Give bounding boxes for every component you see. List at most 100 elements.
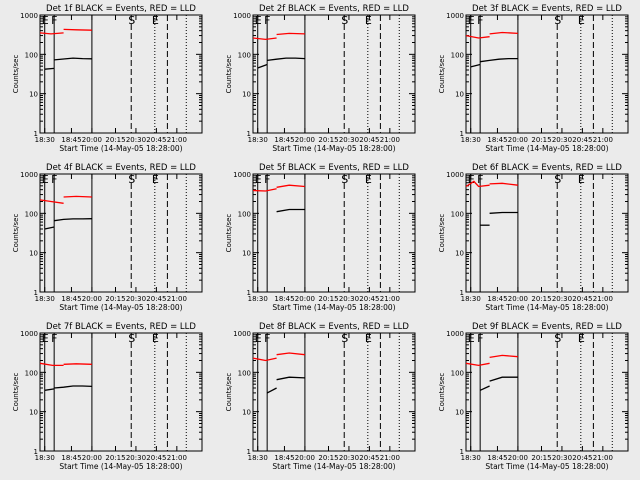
- x-tick-label: 21:00: [380, 454, 400, 462]
- y-axis-label: Counts/sec: [225, 214, 233, 253]
- y-tick-label: 100: [238, 51, 251, 59]
- y-tick-label: 1000: [233, 330, 251, 338]
- x-tick-label: 20:15: [531, 454, 551, 462]
- x-axis-label: Start Time (14-May-05 18:28:00): [59, 303, 182, 312]
- event-marker-label: E: [42, 173, 49, 186]
- event-marker-label: F: [264, 14, 270, 27]
- event-marker-label: E: [578, 14, 585, 27]
- x-tick-label: 20:00: [295, 454, 315, 462]
- x-tick-label: 20:15: [318, 295, 338, 303]
- y-tick-label: 10: [29, 409, 38, 417]
- events-series-line: [44, 67, 55, 70]
- y-tick-label: 1: [460, 448, 464, 456]
- y-axis-label: Counts/sec: [225, 55, 233, 94]
- plot-frame: [39, 173, 203, 293]
- x-tick-label: 20:15: [105, 454, 125, 462]
- x-tick-label: 20:00: [295, 136, 315, 144]
- y-axis-label: Counts/sec: [438, 373, 446, 412]
- event-marker-label: F: [51, 332, 57, 345]
- plot-title: Det 3f BLACK = Events, RED = LLD: [472, 4, 622, 14]
- lld-series-line: [489, 182, 518, 186]
- plot-frame: [465, 332, 629, 452]
- x-tick-label: 20:45: [572, 295, 592, 303]
- x-axis-label: Start Time (14-May-05 18:28:00): [485, 303, 608, 312]
- x-tick-label: 20:30: [126, 136, 146, 144]
- x-tick-label: 18:30: [248, 454, 268, 462]
- event-marker-label: S: [554, 173, 561, 186]
- x-tick-label: 21:00: [167, 454, 187, 462]
- x-tick-label: 20:45: [359, 295, 379, 303]
- x-tick-label: 20:30: [339, 454, 359, 462]
- event-marker-label: S: [128, 332, 135, 345]
- plot-frame: [465, 14, 629, 134]
- x-tick-label: 20:00: [508, 295, 528, 303]
- x-tick-label: 18:30: [35, 136, 55, 144]
- x-tick-label: 20:15: [105, 295, 125, 303]
- x-tick-label: 18:45: [274, 136, 294, 144]
- y-tick-label: 100: [451, 210, 464, 218]
- x-tick-label: 18:45: [487, 136, 507, 144]
- x-tick-label: 21:00: [593, 295, 613, 303]
- y-tick-label: 1000: [20, 330, 38, 338]
- event-marker-label: E: [365, 14, 372, 27]
- y-tick-label: 1: [460, 289, 464, 297]
- y-tick-label: 1: [460, 130, 464, 138]
- y-tick-label: 100: [451, 51, 464, 59]
- y-tick-label: 10: [242, 409, 251, 417]
- y-tick-label: 10: [29, 250, 38, 258]
- x-tick-label: 18:30: [461, 136, 481, 144]
- event-marker-label: F: [264, 173, 270, 186]
- events-series-line: [257, 63, 268, 69]
- x-tick-label: 20:30: [126, 295, 146, 303]
- event-marker-label: E: [152, 332, 159, 345]
- plot-frame: [39, 332, 203, 452]
- event-marker-label: S: [128, 14, 135, 27]
- x-tick-label: 21:00: [380, 136, 400, 144]
- x-tick-label: 20:45: [572, 136, 592, 144]
- events-series-line: [54, 57, 92, 61]
- x-tick-label: 20:45: [572, 454, 592, 462]
- x-tick-label: 20:15: [318, 454, 338, 462]
- lld-series-line: [276, 184, 305, 188]
- x-tick-label: 20:30: [126, 454, 146, 462]
- x-axis-label: Start Time (14-May-05 18:28:00): [59, 462, 182, 471]
- lld-series-line: [252, 37, 277, 41]
- lld-series-line: [63, 28, 92, 31]
- y-axis-label: Counts/sec: [438, 55, 446, 94]
- events-series-line: [489, 211, 518, 214]
- y-tick-label: 10: [242, 91, 251, 99]
- x-tick-label: 21:00: [167, 295, 187, 303]
- plot-title: Det 4f BLACK = Events, RED = LLD: [46, 163, 196, 173]
- event-marker-label: E: [468, 173, 475, 186]
- event-marker-label: F: [264, 332, 270, 345]
- lld-series-line: [39, 362, 64, 367]
- x-tick-label: 20:45: [359, 136, 379, 144]
- event-marker-label: E: [578, 332, 585, 345]
- plot-frame: [252, 14, 416, 134]
- x-axis-label: Start Time (14-May-05 18:28:00): [272, 303, 395, 312]
- y-tick-label: 1000: [446, 330, 464, 338]
- x-tick-label: 20:00: [295, 295, 315, 303]
- event-marker-label: E: [42, 14, 49, 27]
- event-marker-label: F: [51, 14, 57, 27]
- x-tick-label: 20:45: [146, 454, 166, 462]
- y-tick-label: 10: [455, 250, 464, 258]
- plot-title: Det 2f BLACK = Events, RED = LLD: [259, 4, 409, 14]
- event-marker-label: F: [477, 14, 483, 27]
- event-marker-label: E: [255, 173, 262, 186]
- events-series-line: [44, 226, 55, 230]
- x-tick-label: 21:00: [593, 454, 613, 462]
- event-marker-label: S: [341, 14, 348, 27]
- x-tick-label: 18:45: [61, 454, 81, 462]
- plot-title: Det 8f BLACK = Events, RED = LLD: [259, 322, 409, 332]
- x-tick-label: 18:45: [61, 295, 81, 303]
- y-tick-label: 1: [247, 448, 251, 456]
- lld-series-line: [63, 363, 92, 365]
- lld-series-line: [276, 352, 305, 356]
- y-tick-label: 1000: [446, 12, 464, 20]
- x-tick-label: 18:45: [274, 295, 294, 303]
